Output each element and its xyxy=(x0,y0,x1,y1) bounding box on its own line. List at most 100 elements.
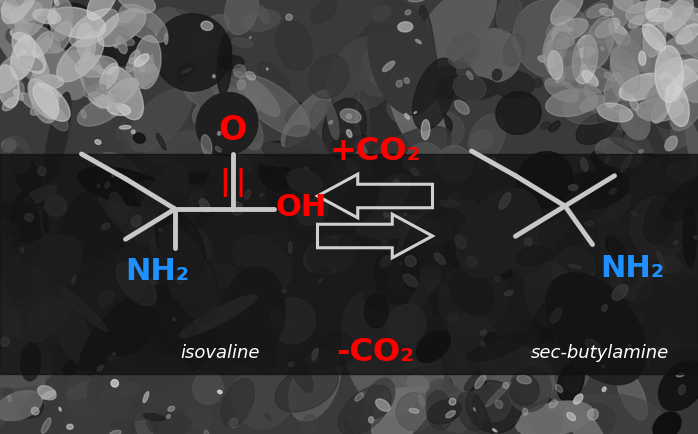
Ellipse shape xyxy=(0,335,53,388)
Ellipse shape xyxy=(112,353,115,355)
Ellipse shape xyxy=(0,66,20,108)
Ellipse shape xyxy=(374,252,413,305)
Ellipse shape xyxy=(360,245,369,252)
Ellipse shape xyxy=(232,39,253,48)
Ellipse shape xyxy=(235,202,242,208)
Ellipse shape xyxy=(564,69,648,125)
Ellipse shape xyxy=(8,395,11,402)
Ellipse shape xyxy=(359,77,408,171)
Ellipse shape xyxy=(87,0,117,21)
Ellipse shape xyxy=(95,75,114,110)
Ellipse shape xyxy=(131,397,142,411)
Ellipse shape xyxy=(453,75,486,102)
Ellipse shape xyxy=(299,201,322,220)
Ellipse shape xyxy=(66,372,121,426)
Ellipse shape xyxy=(165,267,191,286)
Ellipse shape xyxy=(33,84,70,122)
Ellipse shape xyxy=(523,408,528,415)
Ellipse shape xyxy=(602,365,605,368)
Ellipse shape xyxy=(549,394,666,434)
Ellipse shape xyxy=(475,375,486,389)
Ellipse shape xyxy=(548,52,563,80)
Ellipse shape xyxy=(394,180,399,185)
Ellipse shape xyxy=(355,17,395,53)
Ellipse shape xyxy=(89,93,112,109)
Ellipse shape xyxy=(438,266,508,332)
Ellipse shape xyxy=(656,42,662,55)
Ellipse shape xyxy=(218,289,276,374)
Ellipse shape xyxy=(445,29,475,62)
Ellipse shape xyxy=(417,254,500,332)
Ellipse shape xyxy=(78,168,174,207)
Ellipse shape xyxy=(581,158,588,172)
Ellipse shape xyxy=(416,0,496,69)
Ellipse shape xyxy=(426,391,452,430)
Ellipse shape xyxy=(609,23,630,46)
Ellipse shape xyxy=(205,430,209,434)
Ellipse shape xyxy=(630,197,688,260)
Ellipse shape xyxy=(396,81,402,88)
Ellipse shape xyxy=(414,234,458,279)
Ellipse shape xyxy=(655,31,671,64)
Ellipse shape xyxy=(646,257,655,266)
Ellipse shape xyxy=(623,105,683,159)
Ellipse shape xyxy=(0,220,19,241)
Ellipse shape xyxy=(503,383,509,388)
Ellipse shape xyxy=(408,0,425,3)
Ellipse shape xyxy=(607,35,650,72)
Ellipse shape xyxy=(15,0,52,39)
Ellipse shape xyxy=(554,33,580,80)
Ellipse shape xyxy=(613,313,661,372)
Ellipse shape xyxy=(403,213,407,216)
Ellipse shape xyxy=(79,54,105,99)
Ellipse shape xyxy=(657,251,664,270)
Ellipse shape xyxy=(552,35,574,55)
Ellipse shape xyxy=(637,274,694,310)
Ellipse shape xyxy=(660,73,681,101)
Ellipse shape xyxy=(228,232,292,261)
Ellipse shape xyxy=(678,385,685,395)
Ellipse shape xyxy=(436,146,473,183)
Ellipse shape xyxy=(36,76,64,89)
Ellipse shape xyxy=(403,156,415,169)
Ellipse shape xyxy=(346,160,360,178)
Ellipse shape xyxy=(630,29,670,82)
Ellipse shape xyxy=(646,348,664,363)
Ellipse shape xyxy=(555,38,574,50)
Ellipse shape xyxy=(133,285,237,372)
Ellipse shape xyxy=(108,74,111,76)
Ellipse shape xyxy=(636,98,683,122)
Ellipse shape xyxy=(134,55,149,67)
Ellipse shape xyxy=(546,90,597,117)
Ellipse shape xyxy=(653,59,684,84)
Ellipse shape xyxy=(355,71,398,110)
Ellipse shape xyxy=(676,374,684,377)
Ellipse shape xyxy=(62,361,80,375)
Ellipse shape xyxy=(517,375,531,384)
Ellipse shape xyxy=(651,50,694,78)
Ellipse shape xyxy=(265,414,272,420)
Ellipse shape xyxy=(415,40,422,44)
Ellipse shape xyxy=(556,73,566,83)
Ellipse shape xyxy=(81,111,87,119)
Ellipse shape xyxy=(344,127,355,151)
Ellipse shape xyxy=(362,174,410,224)
Ellipse shape xyxy=(614,0,644,14)
Ellipse shape xyxy=(364,294,388,329)
Ellipse shape xyxy=(119,5,168,43)
Ellipse shape xyxy=(467,72,473,80)
Ellipse shape xyxy=(312,62,322,72)
Ellipse shape xyxy=(233,72,244,83)
Ellipse shape xyxy=(499,319,542,374)
Ellipse shape xyxy=(646,77,677,116)
Ellipse shape xyxy=(135,322,172,384)
Ellipse shape xyxy=(59,408,61,411)
Ellipse shape xyxy=(538,56,547,63)
Ellipse shape xyxy=(493,429,497,432)
Ellipse shape xyxy=(396,392,435,431)
Ellipse shape xyxy=(588,409,598,420)
Ellipse shape xyxy=(407,251,419,270)
Ellipse shape xyxy=(119,11,136,24)
Ellipse shape xyxy=(67,379,112,399)
Ellipse shape xyxy=(407,375,429,393)
